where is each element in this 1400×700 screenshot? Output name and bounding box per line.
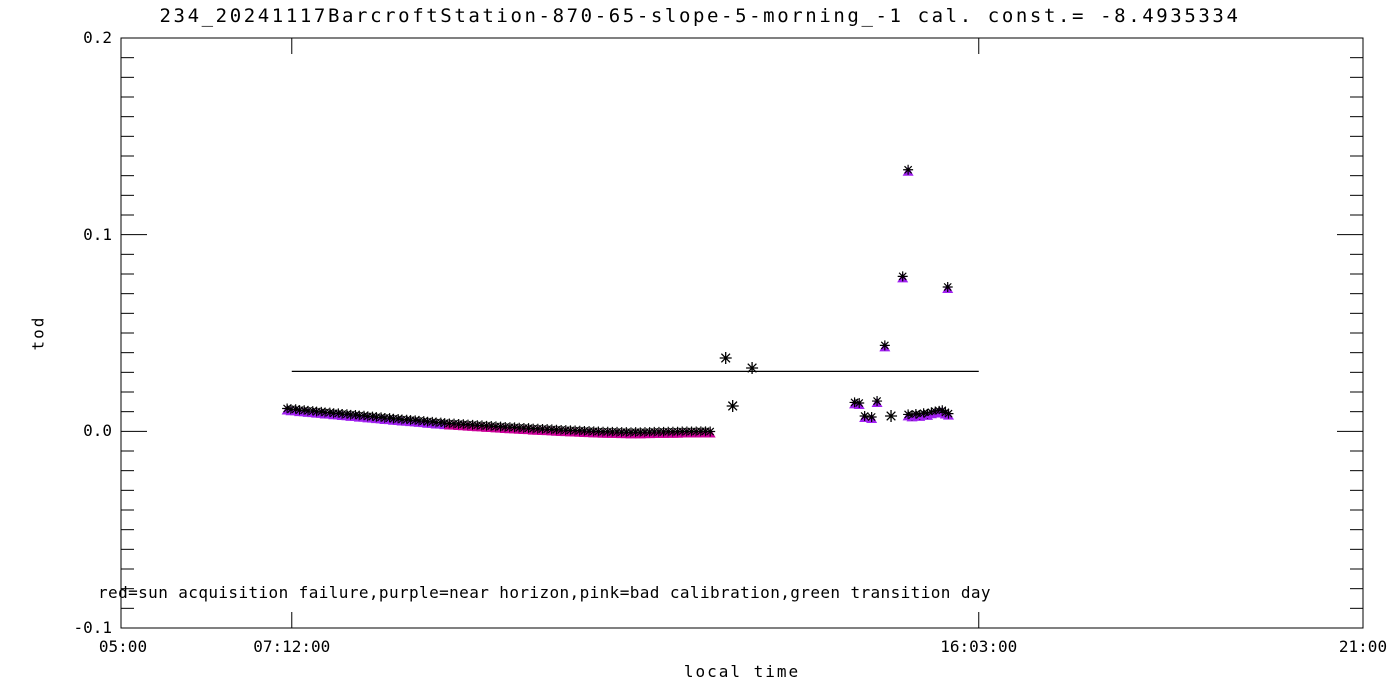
plot-frame <box>120 37 1364 629</box>
data-point <box>746 362 759 375</box>
y-tick-label: 0.0 <box>83 421 112 441</box>
data-point <box>885 409 898 422</box>
data-point <box>859 410 871 422</box>
data-point <box>719 351 732 364</box>
data-point <box>704 426 716 438</box>
x-ticks <box>291 38 980 628</box>
y-ticks <box>121 57 1363 609</box>
data-point <box>942 281 954 293</box>
series-midday-bad-calibration <box>443 418 716 439</box>
x-tick-label: 16:03:00 <box>940 637 1018 656</box>
legend-note: red=sun acquisition failure,purple=near … <box>98 583 991 602</box>
data-point <box>942 408 954 420</box>
x-tick-label: 21:00 <box>1338 637 1388 656</box>
x-axis-label: local time <box>683 662 801 681</box>
data-point <box>897 271 909 283</box>
series-afternoon-uncolored <box>719 351 898 422</box>
data-point <box>726 399 739 412</box>
chart-title: 234_20241117BarcroftStation-870-65-slope… <box>159 5 1241 27</box>
data-point <box>871 396 883 408</box>
y-axis-label: tod <box>28 315 48 351</box>
y-tick-label: 0.2 <box>83 28 112 47</box>
data-point <box>853 398 865 410</box>
data-point <box>902 164 914 176</box>
series-afternoon-near-horizon <box>849 164 954 423</box>
x-tick-label: 07:12:00 <box>253 637 331 656</box>
data-point <box>879 340 891 352</box>
x-tick-label: 05:00 <box>98 637 148 656</box>
y-tick-label: -0.1 <box>73 618 112 637</box>
y-tick-label: 0.1 <box>83 224 112 244</box>
data-point <box>866 411 878 423</box>
series-morning-near-horizon <box>281 403 451 430</box>
